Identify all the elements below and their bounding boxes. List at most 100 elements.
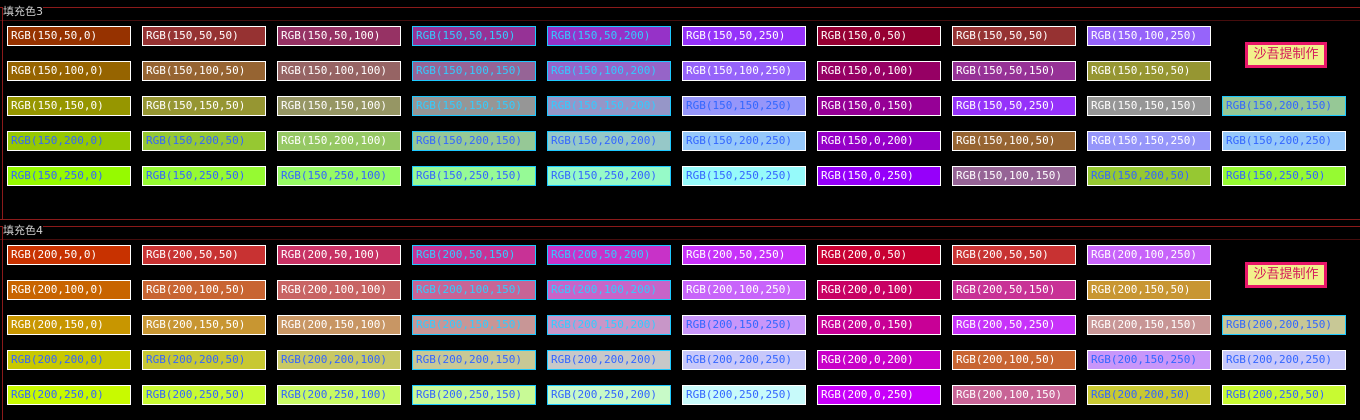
color-swatch: RGB(150,100,0) (7, 61, 131, 81)
color-swatch: RGB(150,150,100) (277, 96, 401, 116)
color-swatch: RGB(150,100,50) (952, 131, 1076, 151)
color-swatch: RGB(150,50,100) (277, 26, 401, 46)
color-swatch: RGB(200,200,50) (1087, 385, 1211, 405)
color-swatch: RGB(200,100,50) (952, 350, 1076, 370)
color-swatch: RGB(150,200,150) (412, 131, 536, 151)
color-swatch: RGB(200,200,250) (1222, 350, 1346, 370)
color-swatch: RGB(150,200,0) (7, 131, 131, 151)
color-swatch: RGB(200,200,0) (7, 350, 131, 370)
section-top-border (0, 7, 1360, 8)
color-swatch: RGB(150,0,250) (817, 166, 941, 186)
color-swatch: RGB(200,250,200) (547, 385, 671, 405)
color-swatch: RGB(150,250,50) (1222, 166, 1346, 186)
color-swatch: RGB(150,250,50) (142, 166, 266, 186)
section-title: 填充色3 (3, 5, 43, 19)
color-swatch: RGB(200,250,150) (412, 385, 536, 405)
color-swatch: RGB(200,250,0) (7, 385, 131, 405)
color-swatch: RGB(200,100,150) (952, 385, 1076, 405)
color-swatch: RGB(150,250,100) (277, 166, 401, 186)
color-swatch: RGB(200,200,150) (1222, 315, 1346, 335)
color-swatch: RGB(150,100,250) (682, 61, 806, 81)
color-swatch: RGB(200,250,50) (142, 385, 266, 405)
section-bottom-border (0, 219, 1360, 220)
color-swatch: RGB(200,100,100) (277, 280, 401, 300)
color-swatch: RGB(200,100,150) (412, 280, 536, 300)
color-swatch: RGB(200,150,150) (1087, 315, 1211, 335)
color-swatch: RGB(150,0,100) (817, 61, 941, 81)
color-swatch: RGB(200,50,50) (952, 245, 1076, 265)
color-swatch: RGB(200,50,200) (547, 245, 671, 265)
color-swatch: RGB(200,250,100) (277, 385, 401, 405)
color-swatch: RGB(150,100,150) (952, 166, 1076, 186)
color-swatch: RGB(150,50,50) (142, 26, 266, 46)
section-top-border (0, 226, 1360, 227)
color-swatch: RGB(200,100,0) (7, 280, 131, 300)
color-swatch: RGB(200,250,250) (682, 385, 806, 405)
color-swatch: RGB(200,150,250) (682, 315, 806, 335)
color-swatch: RGB(200,50,150) (952, 280, 1076, 300)
section-header-border (0, 239, 1360, 240)
color-swatch: RGB(150,250,200) (547, 166, 671, 186)
color-swatch: RGB(200,150,150) (412, 315, 536, 335)
color-swatch: RGB(200,0,50) (817, 245, 941, 265)
color-swatch: RGB(200,250,50) (1222, 385, 1346, 405)
color-swatch: RGB(150,150,250) (1087, 131, 1211, 151)
color-swatch: RGB(150,150,150) (1087, 96, 1211, 116)
color-swatch: RGB(150,50,200) (547, 26, 671, 46)
color-swatch: RGB(150,200,50) (142, 131, 266, 151)
section-left-border (2, 226, 3, 420)
color-swatch: RGB(150,50,150) (952, 61, 1076, 81)
color-swatch: RGB(200,100,200) (547, 280, 671, 300)
color-swatch: RGB(200,50,150) (412, 245, 536, 265)
color-swatch: RGB(200,0,150) (817, 315, 941, 335)
color-swatch: RGB(200,150,100) (277, 315, 401, 335)
color-swatch: RGB(150,150,50) (142, 96, 266, 116)
color-swatch: RGB(150,50,50) (952, 26, 1076, 46)
color-swatch: RGB(150,100,50) (142, 61, 266, 81)
color-swatch: RGB(150,150,200) (547, 96, 671, 116)
color-swatch: RGB(150,50,250) (682, 26, 806, 46)
color-swatch: RGB(200,200,50) (142, 350, 266, 370)
color-swatch: RGB(150,50,0) (7, 26, 131, 46)
color-swatch: RGB(200,150,50) (1087, 280, 1211, 300)
color-swatch: RGB(150,150,150) (412, 96, 536, 116)
color-swatch: RGB(150,100,100) (277, 61, 401, 81)
signature-badge: 沙吾提制作 (1245, 262, 1327, 288)
color-swatch: RGB(150,0,200) (817, 131, 941, 151)
color-swatch: RGB(150,250,250) (682, 166, 806, 186)
color-swatch: RGB(150,150,250) (682, 96, 806, 116)
color-swatch: RGB(200,50,250) (682, 245, 806, 265)
color-swatch: RGB(200,100,250) (1087, 245, 1211, 265)
signature-badge: 沙吾提制作 (1245, 42, 1327, 68)
color-swatch: RGB(150,200,100) (277, 131, 401, 151)
color-swatch: RGB(200,150,250) (1087, 350, 1211, 370)
section-title: 填充色4 (3, 224, 43, 238)
color-swatch: RGB(150,200,50) (1087, 166, 1211, 186)
color-swatch: RGB(150,100,150) (412, 61, 536, 81)
color-swatch: RGB(150,200,250) (1222, 131, 1346, 151)
color-swatch: RGB(200,200,250) (682, 350, 806, 370)
color-swatch: RGB(150,50,250) (952, 96, 1076, 116)
color-swatch: RGB(200,0,100) (817, 280, 941, 300)
color-swatch: RGB(200,200,200) (547, 350, 671, 370)
color-swatch: RGB(150,100,250) (1087, 26, 1211, 46)
color-swatch: RGB(150,150,50) (1087, 61, 1211, 81)
color-swatch: RGB(150,200,250) (682, 131, 806, 151)
color-swatch: RGB(200,100,50) (142, 280, 266, 300)
color-swatch: RGB(200,50,0) (7, 245, 131, 265)
color-swatch: RGB(200,50,50) (142, 245, 266, 265)
color-swatch: RGB(200,200,100) (277, 350, 401, 370)
color-swatch: RGB(200,50,250) (952, 315, 1076, 335)
section-fill-3: 填充色3 RGB(150,50,0) RGB(150,50,50) RGB(150,… (0, 5, 1360, 220)
color-swatch: RGB(150,100,200) (547, 61, 671, 81)
color-swatch: RGB(150,200,200) (547, 131, 671, 151)
color-swatch: RGB(200,0,200) (817, 350, 941, 370)
color-swatch: RGB(150,200,150) (1222, 96, 1346, 116)
color-swatch: RGB(150,150,0) (7, 96, 131, 116)
color-swatch: RGB(150,250,0) (7, 166, 131, 186)
color-swatch: RGB(200,150,50) (142, 315, 266, 335)
color-swatch: RGB(150,250,150) (412, 166, 536, 186)
color-swatch: RGB(200,200,150) (412, 350, 536, 370)
section-left-border (2, 7, 3, 219)
